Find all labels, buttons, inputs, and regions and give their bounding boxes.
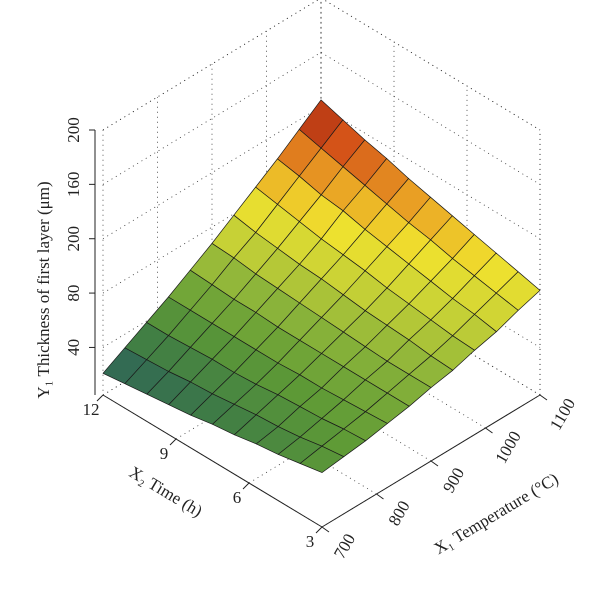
z-tick-label: 40 <box>64 339 83 356</box>
box-edge <box>102 0 319 131</box>
x-tick <box>321 526 330 533</box>
x-tick <box>376 493 384 500</box>
z-axis-label: Y₁ Thickness of first layer (μm) <box>34 181 53 398</box>
surface-cell <box>299 445 345 473</box>
z-tick-label: 160 <box>64 172 83 198</box>
y-axis <box>102 394 323 528</box>
y-axis-label: X₂ Time (h) <box>126 463 206 521</box>
box-edge <box>323 0 541 131</box>
grid-line <box>102 0 541 131</box>
x-tick-label: 900 <box>439 464 468 496</box>
surface <box>102 99 541 473</box>
grid-line <box>102 106 541 240</box>
x-tick <box>430 460 439 467</box>
y-tick <box>315 526 323 534</box>
z-tick-label: 80 <box>64 285 83 302</box>
x-tick <box>539 394 548 401</box>
y-tick-label: 12 <box>83 400 100 419</box>
y-tick <box>169 438 177 446</box>
z-tick-label: 200 <box>64 226 83 252</box>
x-tick-label: 1100 <box>546 395 579 433</box>
z-tick-label: 200 <box>64 117 83 143</box>
y-tick-label: 3 <box>306 532 315 551</box>
y-tick-label: 6 <box>233 488 242 507</box>
x-tick-label: 700 <box>330 530 359 562</box>
x-tick-label: 800 <box>385 497 414 529</box>
y-tick <box>242 482 250 490</box>
y-tick <box>96 394 104 402</box>
x-tick <box>485 427 493 434</box>
x-tick-label: 1000 <box>491 428 524 467</box>
y-tick-label: 9 <box>160 444 169 463</box>
